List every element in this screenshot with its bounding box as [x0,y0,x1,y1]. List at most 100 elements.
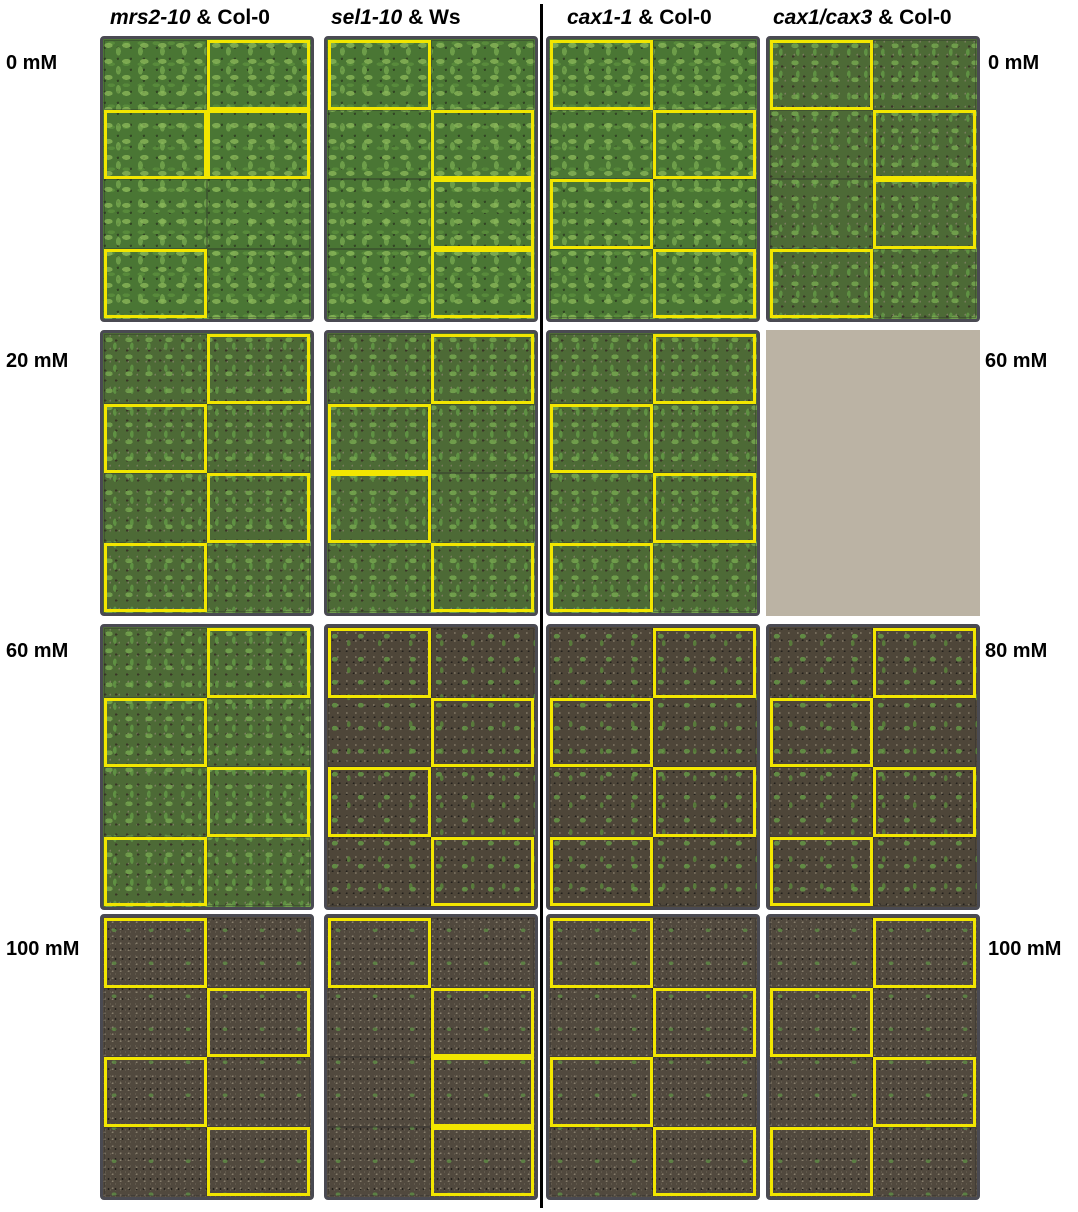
tray-quadrant [653,1057,756,1127]
tray-quadrant [550,628,653,698]
tray-photo-r1-c2 [324,36,538,322]
highlighted-quadrant [653,1126,756,1196]
highlighted-quadrant [550,40,653,110]
highlighted-quadrant [873,918,976,988]
tray-photo-r2-c4 [766,330,980,616]
highlighted-quadrant [104,109,207,179]
highlighted-quadrant [873,767,976,837]
tray-quadrant [550,109,653,179]
tray-quadrant [550,767,653,837]
tray-quadrant [328,1057,431,1127]
highlighted-quadrant [328,40,431,110]
tray-quadrant [550,987,653,1057]
highlighted-quadrant [431,987,534,1057]
tray-quadrant [104,767,207,837]
highlighted-quadrant [431,697,534,767]
tray-quadrant [431,918,534,988]
tray-quadrant [207,918,310,988]
highlighted-quadrant [550,542,653,612]
highlighted-quadrant [550,1057,653,1127]
highlighted-quadrant [207,40,310,110]
tray-quadrant [431,628,534,698]
highlighted-quadrant [653,767,756,837]
highlighted-quadrant [770,248,873,318]
highlighted-quadrant [653,109,756,179]
tray-quadrant [770,109,873,179]
tray-photo-r2-c1 [100,330,314,616]
tray-quadrant [431,40,534,110]
highlighted-quadrant [653,248,756,318]
tray-quadrant [873,697,976,767]
row-label-left-3: 60 mM [6,640,69,662]
highlighted-quadrant [770,697,873,767]
highlighted-quadrant [550,836,653,906]
highlighted-quadrant [207,987,310,1057]
panel-divider [540,4,543,1208]
highlighted-quadrant [653,334,756,404]
highlighted-quadrant [431,542,534,612]
background-label: & Ws [402,6,461,29]
highlighted-quadrant [550,403,653,473]
tray-photo-r2-c3 [546,330,760,616]
row-label-right-3: 80 mM [985,640,1048,662]
highlighted-quadrant [431,248,534,318]
tray-quadrant [653,697,756,767]
tray-quadrant [653,403,756,473]
row-label-right-4: 100 mM [988,938,1062,960]
highlighted-quadrant [873,628,976,698]
tray-quadrant [873,836,976,906]
tray-quadrant [328,334,431,404]
tray-photo-r4-c3 [546,914,760,1200]
highlighted-quadrant [431,334,534,404]
tray-quadrant [873,987,976,1057]
tray-quadrant [207,248,310,318]
tray-photo-r3-c3 [546,624,760,910]
tray-quadrant [431,403,534,473]
genotype-label: cax1-1 [567,6,633,29]
tray-quadrant [328,248,431,318]
highlighted-quadrant [328,473,431,543]
highlighted-quadrant [550,697,653,767]
tray-quadrant [328,179,431,249]
tray-photo-r3-c1 [100,624,314,910]
highlighted-quadrant [431,109,534,179]
highlighted-quadrant [431,179,534,249]
highlighted-quadrant [328,767,431,837]
highlighted-quadrant [207,109,310,179]
highlighted-quadrant [104,542,207,612]
tray-quadrant [550,248,653,318]
highlighted-quadrant [873,1057,976,1127]
tray-photo-r1-c4 [766,36,980,322]
highlighted-quadrant [328,628,431,698]
background-label: & Col-0 [190,6,270,29]
tray-quadrant [873,40,976,110]
highlighted-quadrant [431,1057,534,1127]
highlighted-quadrant [770,1126,873,1196]
column-header-cax1-1: cax1-1 & Col-0 [567,6,712,30]
highlighted-quadrant [104,697,207,767]
row-label-right-2: 60 mM [985,350,1048,372]
highlighted-quadrant [431,836,534,906]
genotype-label: sel1-10 [331,6,403,29]
tray-quadrant [550,334,653,404]
tray-quadrant [104,179,207,249]
tray-quadrant [873,248,976,318]
tray-quadrant [104,40,207,110]
tray-quadrant [328,987,431,1057]
tray-quadrant [653,40,756,110]
row-label-right-1: 0 mM [988,52,1040,74]
tray-photo-r4-c2 [324,914,538,1200]
tray-photo-r1-c1 [100,36,314,322]
column-header-cax1-cax3: cax1/cax3 & Col-0 [773,6,952,30]
tray-quadrant [104,987,207,1057]
background-label: & Col-0 [632,6,712,29]
tray-quadrant [207,836,310,906]
highlighted-quadrant [207,628,310,698]
highlighted-quadrant [873,179,976,249]
tray-quadrant [207,179,310,249]
tray-quadrant [653,918,756,988]
highlighted-quadrant [328,403,431,473]
tray-quadrant [770,1057,873,1127]
tray-quadrant [207,697,310,767]
tray-photo-r2-c2 [324,330,538,616]
